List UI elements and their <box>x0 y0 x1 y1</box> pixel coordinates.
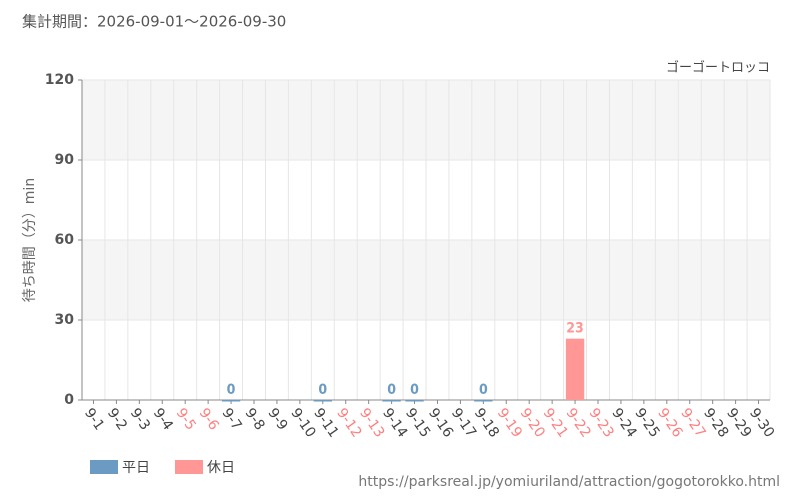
x-tick-label: 9-18 <box>471 405 502 440</box>
x-tick-label: 9-5 <box>173 405 199 433</box>
x-tick-label: 9-23 <box>585 405 616 440</box>
x-tick-label: 9-17 <box>448 405 479 440</box>
x-tick-label: 9-6 <box>196 405 222 433</box>
data-label: 23 <box>566 321 584 337</box>
x-tick-label: 9-20 <box>517 405 548 440</box>
data-label: 0 <box>227 382 236 398</box>
x-tick-label: 9-30 <box>746 405 777 440</box>
y-tick-label: 90 <box>55 152 75 168</box>
bar <box>221 400 241 402</box>
x-tick-label: 9-25 <box>631 405 662 440</box>
x-tick-label: 9-29 <box>723 405 754 440</box>
x-tick-label: 9-26 <box>654 405 685 440</box>
x-tick-label: 9-24 <box>608 405 639 440</box>
data-label: 0 <box>318 382 327 398</box>
y-tick-label: 30 <box>55 312 75 328</box>
x-tick-label: 9-13 <box>356 405 387 440</box>
x-tick-label: 9-21 <box>540 405 571 440</box>
x-tick-label: 9-12 <box>333 405 364 440</box>
legend-swatch <box>175 460 203 474</box>
x-tick-label: 9-15 <box>402 405 433 440</box>
data-label: 0 <box>410 382 419 398</box>
x-tick-label: 9-2 <box>104 405 130 433</box>
legend-swatch <box>90 460 118 474</box>
data-label: 0 <box>387 382 396 398</box>
x-tick-label: 9-9 <box>264 405 290 433</box>
y-tick-label: 0 <box>64 392 74 408</box>
y-tick-label: 60 <box>55 232 75 248</box>
x-tick-label: 9-27 <box>677 405 708 440</box>
x-tick-label: 9-7 <box>219 405 245 433</box>
y-axis-label: 待ち時間（分）min <box>22 178 38 302</box>
y-tick-label: 120 <box>45 72 74 88</box>
x-tick-label: 9-8 <box>241 405 267 433</box>
legend-label: 休日 <box>207 460 235 476</box>
x-tick-label: 9-11 <box>310 405 341 440</box>
bar <box>405 400 424 402</box>
x-tick-label: 9-1 <box>81 405 107 433</box>
data-label: 0 <box>479 382 488 398</box>
x-tick-label: 9-10 <box>287 405 318 440</box>
bar <box>474 400 493 402</box>
x-tick-label: 9-4 <box>150 405 176 433</box>
source-url: https://parksreal.jp/yomiuriland/attract… <box>358 474 780 490</box>
bar <box>382 400 401 402</box>
bar <box>313 400 332 402</box>
x-tick-label: 9-28 <box>700 405 731 440</box>
x-tick-label: 9-16 <box>425 405 456 440</box>
x-tick-label: 9-22 <box>563 405 594 440</box>
legend-label: 平日 <box>122 460 150 476</box>
bar <box>565 338 585 400</box>
x-tick-label: 9-14 <box>379 405 410 440</box>
x-tick-label: 9-19 <box>494 405 525 440</box>
chart-subtitle: ゴーゴートロッコ <box>666 60 770 76</box>
x-tick-label: 9-3 <box>127 405 153 433</box>
chart-title: 集計期間：2026-09-01～2026-09-30 <box>22 13 286 31</box>
